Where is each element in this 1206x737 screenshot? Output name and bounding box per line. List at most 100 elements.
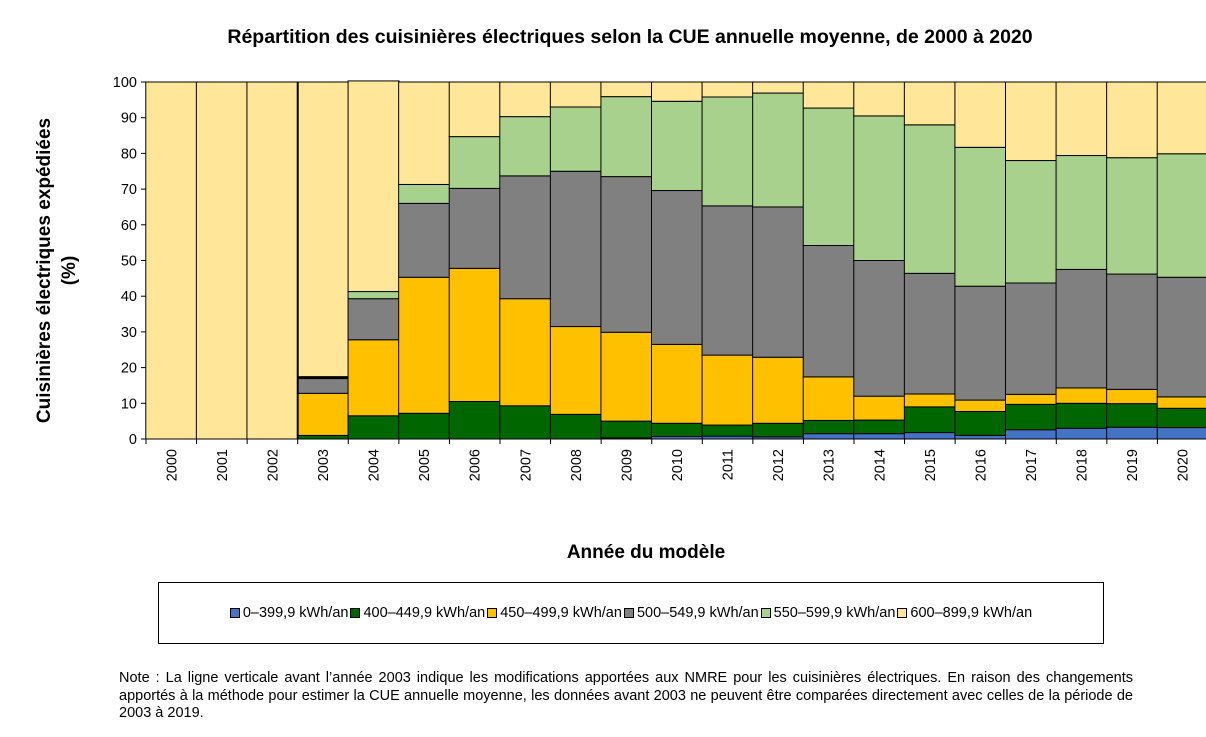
bar-segment — [701, 354, 754, 426]
x-tick-label: 2001 — [215, 449, 231, 481]
legend-item: 450–499,9 kWh/an — [487, 605, 622, 621]
bar-segment — [903, 124, 956, 274]
legend-swatch — [487, 608, 498, 618]
bar-segment — [701, 205, 754, 356]
bar-segment — [802, 376, 855, 421]
bar-segment — [549, 326, 602, 415]
bar-segment — [398, 81, 451, 185]
bar-segment — [903, 432, 956, 440]
y-tick-label: 50 — [121, 254, 137, 270]
x-tick-label: 2016 — [973, 449, 989, 481]
bar-segment — [752, 92, 805, 208]
bar-segment — [1005, 403, 1057, 431]
bar-segment — [1106, 157, 1159, 275]
bar-segment — [145, 81, 198, 440]
legend-swatch — [760, 608, 771, 618]
bar-segment — [954, 434, 1007, 440]
x-tick-label: 2017 — [1024, 449, 1040, 481]
bar-segment — [802, 433, 855, 440]
x-tick-label: 2019 — [1125, 449, 1141, 481]
x-tick-label: 2012 — [771, 449, 787, 481]
bar-segment — [903, 393, 956, 408]
legend-label: 400–449,9 kWh/an — [363, 605, 486, 621]
legend-swatch — [897, 608, 908, 618]
bar-segment — [499, 298, 552, 407]
bar-segment — [853, 395, 906, 421]
chart-note: Note : La ligne verticale avant l’année … — [119, 670, 1133, 721]
bar-segment — [600, 331, 653, 422]
bar-segment — [347, 298, 400, 341]
y-tick-label: 60 — [121, 218, 137, 234]
bar-segment — [1005, 282, 1057, 395]
legend-label: 550–599,9 kWh/an — [773, 605, 896, 621]
legend-item: 500–549,9 kWh/an — [623, 605, 759, 621]
bar-segment — [448, 81, 501, 138]
bar-segment — [853, 433, 906, 440]
bar-segment — [499, 175, 552, 300]
bar-segment — [448, 267, 501, 403]
bar-segment — [1156, 81, 1206, 155]
bar-segment — [701, 96, 754, 207]
legend-swatch — [623, 608, 634, 618]
bar-segment — [297, 434, 349, 440]
legend-label: 500–549,9 kWh/an — [636, 605, 759, 621]
bar-segment — [246, 81, 299, 440]
bar-segment — [499, 405, 552, 440]
x-tick-label: 2000 — [164, 449, 180, 481]
bar-segment — [448, 401, 501, 440]
bar-segment — [398, 183, 451, 204]
bar-segment — [549, 81, 602, 108]
legend-label: 450–499,9 kWh/an — [500, 605, 622, 621]
y-tick-label: 80 — [121, 146, 137, 162]
bar-segment — [347, 339, 400, 417]
bar-segment — [752, 81, 805, 94]
bar-segment — [1106, 273, 1159, 390]
x-tick-label: 2007 — [518, 449, 534, 481]
y-tick-label: 20 — [121, 361, 137, 377]
x-tick-label: 2013 — [822, 449, 838, 481]
x-tick-label: 2008 — [569, 449, 585, 481]
bar-segment — [297, 392, 349, 436]
x-tick-label: 2018 — [1075, 449, 1091, 481]
x-tick-label: 2010 — [670, 449, 686, 481]
bar-segment — [600, 81, 653, 98]
bar-segment — [398, 202, 451, 278]
bar-segment — [1005, 393, 1057, 405]
bar-segment — [1156, 276, 1206, 398]
chart-legend: 0–399,9 kWh/an 400–449,9 kWh/an 450–499,9 … — [158, 582, 1104, 644]
chart-plot: 0 10 20 30 40 50 60 70 80 90 100 2000 2001 2002 2003 20… — [34, 75, 1206, 563]
bar-segment — [903, 406, 956, 434]
bar-segment — [448, 187, 501, 269]
bar-segment — [549, 106, 602, 172]
x-tick-label: 2014 — [872, 449, 888, 481]
bar-segment — [1106, 403, 1159, 428]
x-tick-label: 2006 — [468, 449, 484, 481]
x-tick-label: 2015 — [923, 449, 939, 481]
bar-segment — [448, 136, 501, 189]
bar-segment — [1055, 402, 1108, 429]
bar-segment — [853, 115, 906, 262]
bar-segment — [651, 100, 703, 192]
y-axis-title-unit: (%) — [59, 256, 80, 286]
y-tick-label: 0 — [129, 432, 137, 448]
bar-segment — [1055, 155, 1108, 270]
bar-segment — [1055, 387, 1108, 404]
x-tick-label: 2020 — [1176, 449, 1192, 481]
bar-segment — [651, 81, 703, 102]
bar-segment — [600, 176, 653, 333]
y-tick-label: 40 — [121, 289, 137, 305]
bar-segment — [549, 413, 602, 440]
bar-segment — [347, 415, 400, 440]
x-tick-label: 2003 — [316, 449, 332, 481]
legend-label: 600–899,9 kWh/an — [910, 605, 1033, 621]
legend-item: 550–599,9 kWh/an — [760, 605, 896, 621]
bar-segment — [853, 81, 906, 117]
bar-segment — [499, 116, 552, 177]
bar-segment — [853, 419, 906, 435]
bar-segment — [701, 424, 754, 437]
bar-segment — [1156, 407, 1206, 429]
bar-segment — [1156, 153, 1206, 278]
bar-segment — [802, 81, 855, 109]
bar-segment — [802, 107, 855, 247]
bar-segment — [195, 81, 248, 440]
